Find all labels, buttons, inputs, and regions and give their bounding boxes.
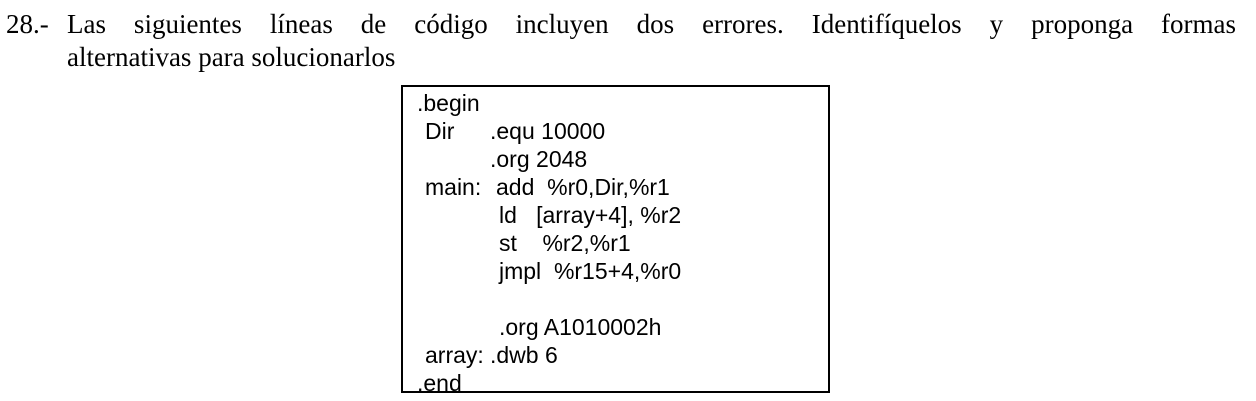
code-org-directive-2: .org A1010002h [499,314,662,340]
question-text-line2: alternativas para solucionarlos [67,42,396,72]
code-array-label: array: [425,342,484,368]
question-text-line1: Las siguientes líneas de código incluyen… [67,9,1236,39]
code-st-instruction: st %r2,%r1 [499,230,631,256]
code-add-instruction: add %r0,Dir,%r1 [496,174,670,200]
code-jmpl-instruction: jmpl %r15+4,%r0 [499,258,682,284]
code-dwb-directive: .dwb 6 [490,342,558,368]
question-number: 28.- [6,9,49,39]
code-end-directive: .end [417,370,462,396]
code-box: .begin Dir .equ 10000 .org 2048 main: ad… [401,85,830,396]
question: 28.- Las siguientes líneas de código inc… [6,8,1236,74]
code-dir-label: Dir [425,118,455,144]
code-main-label: main: [425,174,482,200]
question-first-line: 28.- Las siguientes líneas de código inc… [6,8,1236,41]
code-org-directive-1: .org 2048 [490,146,588,172]
code-ld-instruction: ld [array+4], %r2 [499,202,682,228]
code-begin-directive: .begin [417,90,480,116]
code-equ-directive: .equ 10000 [490,118,606,144]
